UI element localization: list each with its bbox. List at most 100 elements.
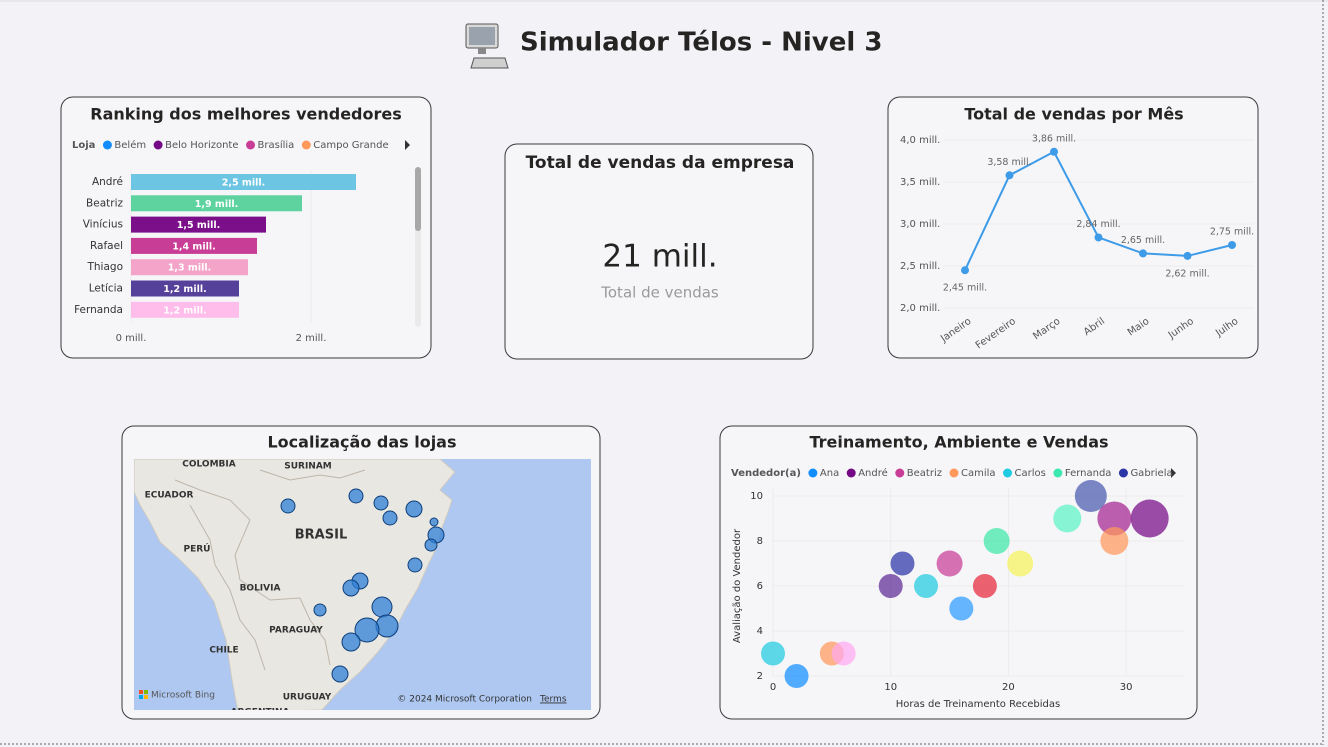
data-label: 2,65 mill. bbox=[1121, 235, 1165, 246]
legend-swatch bbox=[246, 140, 256, 150]
y-tick-label: 6 bbox=[757, 581, 763, 592]
y-tick-label: 3,0 mill. bbox=[900, 219, 940, 230]
chart-title: Total de vendas por Mês bbox=[964, 105, 1183, 124]
store-bubble bbox=[371, 596, 393, 618]
bubble bbox=[761, 641, 785, 666]
data-label: 2,62 mill. bbox=[1165, 268, 1209, 279]
legend-label: Brasília bbox=[258, 139, 295, 151]
y-tick-label: Thiago bbox=[86, 261, 123, 273]
y-tick-label: 4,0 mill. bbox=[900, 135, 940, 146]
x-tick-label: 20 bbox=[1002, 682, 1015, 693]
data-label: 1,9 mill. bbox=[195, 199, 238, 210]
bubble bbox=[831, 641, 856, 666]
legend-title: Vendedor(a) bbox=[731, 468, 801, 479]
map-label: SURINAM bbox=[284, 462, 332, 472]
data-label: 1,3 mill. bbox=[168, 263, 211, 274]
y-axis-label: Avaliação do Vendedor bbox=[732, 528, 743, 643]
legend-swatch bbox=[808, 468, 818, 478]
data-label: 1,5 mill. bbox=[177, 220, 220, 231]
y-tick-label: Rafael bbox=[90, 240, 123, 252]
store-bubble bbox=[429, 517, 439, 527]
legend-swatch bbox=[301, 140, 311, 150]
bubble bbox=[949, 596, 974, 621]
store-bubble bbox=[405, 500, 423, 518]
y-tick-label: 3,5 mill. bbox=[900, 177, 940, 188]
y-tick-label: 2,0 mill. bbox=[900, 303, 940, 314]
y-tick-label: André bbox=[92, 176, 123, 188]
legend-swatch bbox=[846, 468, 856, 478]
legend-label: Belém bbox=[114, 139, 146, 151]
x-tick-label: 0 mill. bbox=[116, 333, 147, 344]
legend-swatch bbox=[102, 140, 112, 150]
map-label: PERÚ bbox=[184, 543, 211, 555]
kpi-label: Total de vendas bbox=[600, 284, 719, 302]
legend-swatch bbox=[153, 140, 163, 150]
point bbox=[1139, 249, 1147, 258]
x-tick-label: 10 bbox=[884, 682, 897, 693]
bar bbox=[131, 237, 257, 254]
legend-label: Fernanda bbox=[1065, 468, 1112, 479]
legend-next[interactable] bbox=[1171, 468, 1176, 478]
legend-label: Beatriz bbox=[907, 468, 942, 479]
map-terms[interactable]: Terms bbox=[539, 695, 567, 705]
bar bbox=[131, 280, 239, 297]
store-bubble bbox=[341, 632, 361, 652]
bubble bbox=[983, 528, 1010, 554]
store-bubble bbox=[342, 579, 360, 597]
data-label: 1,4 mill. bbox=[172, 241, 215, 252]
y-tick-label: Letícia bbox=[89, 283, 123, 295]
bubble bbox=[1074, 480, 1107, 512]
point bbox=[961, 266, 969, 275]
chart-title: Ranking dos melhores vendedores bbox=[90, 105, 402, 124]
bubble bbox=[1053, 504, 1082, 533]
bubble bbox=[878, 574, 903, 598]
data-label: 1,2 mill. bbox=[163, 305, 206, 316]
map-label: CHILE bbox=[209, 646, 238, 656]
data-label: 3,86 mill. bbox=[1032, 133, 1076, 144]
legend-label: Ana bbox=[820, 468, 839, 479]
map-label: ARGENTINA bbox=[231, 708, 290, 718]
computer-icon bbox=[465, 23, 509, 69]
data-label: 2,45 mill. bbox=[943, 283, 987, 294]
store-bubble bbox=[331, 665, 349, 683]
point bbox=[1183, 251, 1192, 260]
point bbox=[1005, 171, 1014, 180]
point bbox=[1050, 147, 1058, 156]
store-bubble bbox=[375, 614, 399, 638]
legend-next[interactable] bbox=[405, 140, 410, 150]
map-label: BOLIVIA bbox=[240, 584, 281, 594]
kpi-value: 21 mill. bbox=[602, 239, 717, 275]
bubble bbox=[784, 664, 809, 688]
bubble bbox=[914, 574, 939, 598]
x-tick-label: 0 bbox=[770, 682, 776, 693]
legend-label: Camila bbox=[961, 468, 996, 479]
map: COLOMBIA SURINAM ECUADOR BRASIL PERÚ BOLIVIA P… bbox=[134, 459, 591, 718]
store-bubble bbox=[424, 538, 438, 552]
page-title: Simulador Télos - Nivel 3 bbox=[520, 28, 882, 58]
store-bubble bbox=[348, 488, 364, 504]
legend-swatch bbox=[895, 468, 905, 478]
y-tick-label: 10 bbox=[750, 491, 763, 502]
bar bbox=[131, 174, 356, 190]
scrollbar-thumb[interactable] bbox=[415, 167, 421, 231]
map-label: URUGUAY bbox=[283, 693, 332, 703]
store-bubble bbox=[313, 603, 327, 617]
legend-label: Gabriela bbox=[1130, 468, 1172, 479]
map-logo bbox=[139, 690, 148, 699]
bubble bbox=[1007, 550, 1034, 577]
point bbox=[1228, 241, 1236, 249]
y-tick-label: Fernanda bbox=[74, 304, 123, 316]
card bbox=[887, 96, 1259, 359]
y-tick-label: 2 bbox=[757, 671, 763, 682]
y-tick-label: Vinícius bbox=[83, 219, 123, 231]
card bbox=[504, 143, 814, 360]
legend-label: Belo Horizonte bbox=[165, 140, 238, 151]
map-label: COLOMBIA bbox=[182, 460, 235, 470]
bar bbox=[131, 301, 239, 318]
land bbox=[134, 459, 456, 710]
legend-title: Loja bbox=[72, 140, 95, 151]
bar bbox=[131, 216, 266, 233]
data-label: 2,5 mill. bbox=[222, 178, 265, 189]
chart-title: Treinamento, Ambiente e Vendas bbox=[809, 433, 1108, 452]
